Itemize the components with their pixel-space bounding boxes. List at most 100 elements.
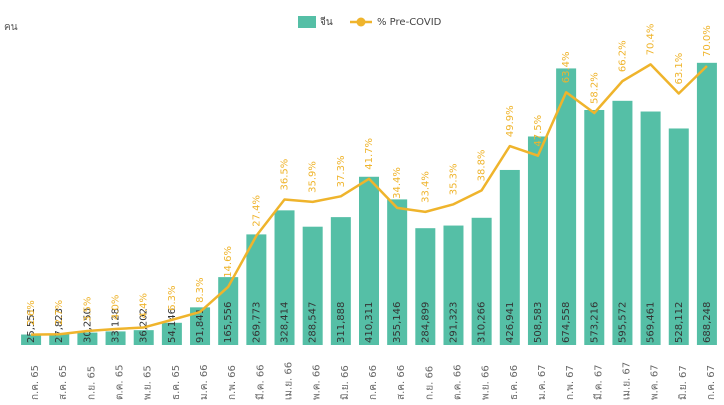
- x-tick-label: ธ.ค. 65: [171, 365, 182, 400]
- bar: [49, 333, 70, 345]
- bar-value-label: 36,202: [139, 308, 150, 343]
- bar-value-label: 410,311: [364, 302, 375, 343]
- legend-marker: [356, 17, 366, 27]
- x-tick-label: พ.ย. 66: [481, 365, 492, 400]
- bar: [161, 322, 182, 345]
- line: [31, 63, 708, 336]
- bar: [499, 169, 520, 345]
- bar: [133, 330, 154, 345]
- y-axis-label: คน: [4, 22, 18, 33]
- line-value-label: 38.8%: [477, 150, 488, 182]
- x-tick-label: ม.ค. 66: [199, 364, 210, 400]
- bar: [218, 277, 239, 345]
- line-value-label: 37.3%: [336, 156, 347, 188]
- legend-label: % Pre-COVID: [377, 17, 442, 28]
- x-tick-label: ก.ย. 65: [86, 366, 97, 400]
- x-tick-label: ต.ค. 65: [115, 365, 126, 400]
- bar-value-label: 355,146: [392, 302, 403, 343]
- bar-value-label: 688,248: [702, 302, 713, 343]
- bar-value-label: 284,899: [420, 302, 431, 343]
- x-tick-label: เม.ย. 66: [284, 362, 295, 400]
- bar-value-label: 595,572: [617, 302, 628, 343]
- bar-value-label: 569,461: [646, 302, 657, 343]
- bar: [696, 62, 717, 345]
- line-value-label: 8.3%: [195, 278, 206, 303]
- x-tick-label: ม.ค. 67: [537, 364, 548, 400]
- x-tick-label: พ.ค. 66: [312, 364, 323, 400]
- line-value-label: 2.6%: [26, 300, 37, 325]
- x-tick-label: ก.พ. 66: [227, 365, 238, 400]
- bar: [77, 332, 98, 345]
- line-value-label: 6.3%: [167, 285, 178, 310]
- line-value-label: 2.7%: [54, 300, 65, 325]
- x-tick-label: ส.ค. 66: [396, 365, 407, 400]
- bar: [302, 226, 323, 345]
- bar-value-label: 674,558: [561, 302, 572, 343]
- bar-value-label: 165,556: [223, 302, 234, 343]
- bar-value-label: 310,266: [477, 302, 488, 343]
- x-tick-label: ต.ค. 66: [452, 365, 463, 400]
- bar: [443, 225, 464, 345]
- bar: [330, 217, 351, 345]
- x-tick-label: มี.ค. 67: [592, 364, 604, 400]
- bar: [105, 331, 126, 345]
- x-tick-label: ก.ย. 66: [424, 366, 435, 400]
- line-value-label: 41.7%: [364, 138, 375, 170]
- bar-value-label: 328,414: [280, 302, 291, 343]
- x-tick-label: ก.ค. 66: [368, 365, 379, 400]
- line-value-label: 36.5%: [280, 159, 291, 191]
- bar-value-label: 91,841: [195, 308, 206, 343]
- line-value-label: 34.4%: [392, 167, 403, 199]
- line-value-label: 35.9%: [308, 161, 319, 193]
- bar-value-label: 288,547: [308, 302, 319, 343]
- x-tick-label: เม.ย. 67: [621, 362, 632, 400]
- bar-value-label: 508,583: [533, 302, 544, 343]
- bar: [21, 334, 42, 345]
- bar: [387, 199, 408, 345]
- x-tick-label: ส.ค. 65: [58, 365, 69, 400]
- bar-value-label: 291,323: [448, 302, 459, 343]
- bar: [527, 136, 548, 345]
- line-value-label: 27.4%: [251, 195, 262, 227]
- line-value-label: 70.0%: [702, 25, 713, 57]
- bar: [190, 307, 211, 345]
- legend-swatch: [298, 16, 316, 28]
- bar-value-label: 528,112: [674, 302, 685, 343]
- bar: [612, 100, 633, 345]
- x-tick-label: พ.ย. 65: [143, 365, 154, 400]
- bar: [246, 234, 267, 345]
- legend-label: จีน: [320, 16, 333, 28]
- line-value-label: 4.4%: [139, 293, 150, 318]
- x-tick-label: ก.ค. 67: [706, 365, 717, 400]
- line-value-label: 70.4%: [646, 24, 657, 56]
- bar: [556, 68, 577, 346]
- x-tick-label: ก.ค. 65: [30, 365, 41, 400]
- x-tick-label: มี.ค. 66: [254, 364, 266, 400]
- bar: [274, 210, 295, 345]
- bar: [668, 128, 689, 345]
- bar-value-label: 30,250: [82, 308, 93, 343]
- x-tick-label: ธ.ค. 66: [509, 365, 520, 400]
- line-value-label: 3.5%: [82, 297, 93, 322]
- x-tick-label: ก.พ. 67: [565, 365, 576, 400]
- line-value-label: 58.2%: [589, 72, 600, 104]
- bar-value-label: 426,941: [505, 302, 516, 343]
- line-value-label: 4.0%: [111, 295, 122, 320]
- bar: [640, 111, 661, 345]
- bar-value-label: 311,888: [336, 302, 347, 343]
- bar-value-label: 573,216: [589, 302, 600, 343]
- line-value-label: 14.6%: [223, 246, 234, 278]
- line-value-label: 63.1%: [674, 53, 685, 85]
- line-value-label: 49.9%: [505, 105, 516, 137]
- line-value-label: 47.5%: [533, 115, 544, 147]
- bar: [415, 228, 436, 345]
- x-tick-label: มิ.ย. 67: [678, 365, 689, 400]
- bar: [359, 176, 379, 345]
- line-value-label: 33.4%: [420, 171, 431, 203]
- line-value-label: 63.4%: [561, 51, 572, 83]
- bar: [584, 109, 605, 345]
- bar-value-label: 54,146: [167, 308, 178, 343]
- bar-value-label: 269,773: [251, 302, 262, 343]
- x-tick-label: พ.ค. 67: [650, 364, 661, 400]
- bar-value-label: 27,823: [54, 308, 65, 343]
